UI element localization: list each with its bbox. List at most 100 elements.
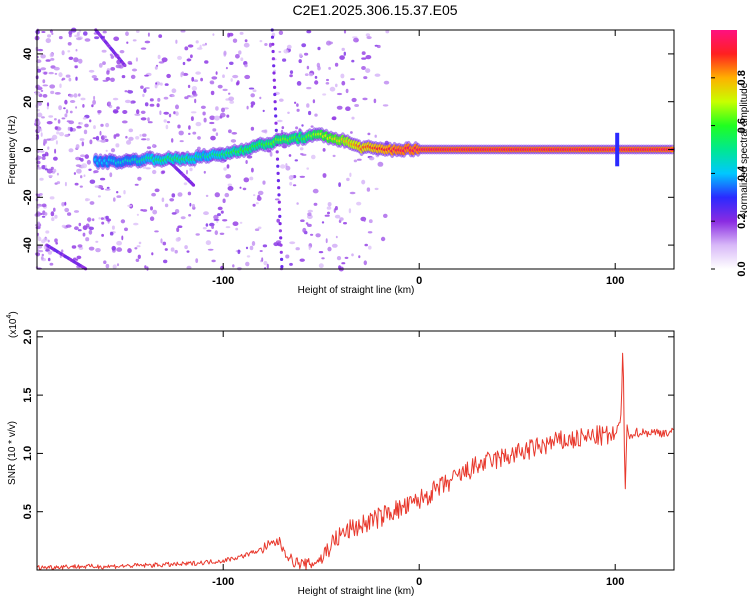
- noise-speck: [68, 33, 72, 38]
- noise-speck: [56, 131, 60, 135]
- noise-speck: [200, 105, 206, 110]
- noise-speck: [85, 237, 90, 242]
- noise-speck: [181, 71, 185, 76]
- noise-speck: [35, 120, 41, 126]
- noise-speck: [101, 49, 107, 53]
- noise-speck: [81, 141, 85, 147]
- noise-speck: [124, 99, 131, 104]
- noise-speck: [343, 222, 347, 225]
- noise-speck: [250, 93, 255, 98]
- noise-speck: [367, 132, 371, 136]
- noise-speck: [93, 170, 99, 174]
- noise-speck: [169, 198, 175, 202]
- noise-speck: [351, 97, 357, 103]
- noise-speck: [315, 233, 321, 238]
- noise-speck: [58, 72, 63, 78]
- noise-speck: [327, 202, 332, 207]
- colorbar-gradient: [711, 30, 737, 269]
- noise-speck: [249, 245, 254, 251]
- noise-speck: [225, 66, 228, 70]
- noise-speck: [239, 31, 244, 35]
- noise-speck: [177, 192, 183, 197]
- noise-speck: [140, 110, 146, 115]
- noise-speck: [228, 129, 232, 134]
- noise-speck: [110, 148, 116, 153]
- noise-speck: [49, 196, 55, 200]
- noise-speck: [61, 78, 64, 81]
- noise-speck: [151, 252, 154, 256]
- noise-speck: [325, 238, 328, 244]
- snr-scale-factor: (x104): [6, 311, 19, 338]
- noise-speck: [257, 190, 264, 196]
- noise-speck: [124, 227, 128, 232]
- noise-speck: [103, 135, 107, 139]
- noise-speck: [110, 77, 115, 83]
- noise-speck: [92, 99, 96, 105]
- noise-speck: [128, 62, 133, 65]
- noise-speck: [245, 261, 250, 267]
- noise-speck: [64, 99, 68, 105]
- noise-speck: [220, 210, 224, 214]
- snr-scale-prefix: (x10: [8, 318, 19, 338]
- svg-text:(x104): (x104): [6, 311, 19, 338]
- noise-speck: [92, 137, 97, 140]
- noise-speck: [46, 121, 53, 125]
- noise-speck: [67, 42, 72, 46]
- noise-speck: [257, 226, 262, 230]
- noise-speck: [322, 173, 327, 178]
- noise-speck: [211, 76, 218, 80]
- noise-speck: [223, 107, 229, 110]
- noise-speck: [237, 249, 241, 255]
- noise-speck: [67, 126, 71, 131]
- noise-speck: [183, 182, 188, 186]
- noise-speck: [92, 218, 95, 222]
- noise-speck: [77, 244, 83, 248]
- noise-speck: [356, 201, 362, 206]
- y-tick-label: -20: [22, 189, 34, 205]
- noise-speck: [150, 206, 153, 211]
- noise-speck: [151, 192, 157, 197]
- noise-speck: [190, 116, 194, 121]
- noise-speck: [113, 36, 120, 42]
- noise-speck: [105, 77, 111, 81]
- noise-speck: [306, 30, 312, 34]
- noise-speck: [53, 168, 57, 173]
- noise-speck: [184, 46, 189, 51]
- colorbar-tick-label: 0.4: [736, 165, 748, 181]
- noise-speck: [278, 98, 284, 102]
- noise-speck: [240, 57, 244, 61]
- noise-speck: [235, 54, 240, 59]
- noise-speck: [37, 221, 41, 225]
- noise-speck: [377, 161, 384, 167]
- noise-speck: [120, 219, 126, 224]
- noise-speck: [73, 210, 80, 213]
- noise-speck: [163, 259, 168, 264]
- noise-speck: [382, 104, 389, 107]
- noise-speck: [75, 164, 82, 168]
- noise-speck: [328, 66, 331, 70]
- noise-speck: [46, 105, 49, 110]
- noise-speck: [358, 255, 361, 259]
- noise-speck: [255, 202, 259, 205]
- noise-speck: [88, 229, 93, 235]
- noise-speck: [158, 34, 163, 38]
- noise-speck: [335, 83, 338, 88]
- noise-speck: [136, 245, 141, 248]
- noise-speck: [276, 218, 281, 223]
- noise-speck: [190, 111, 197, 114]
- streak-dot: [272, 78, 276, 82]
- noise-speck: [56, 181, 61, 185]
- noise-speck: [68, 77, 72, 82]
- noise-speck: [147, 32, 150, 37]
- noise-speck: [45, 38, 51, 44]
- noise-speck: [178, 130, 184, 136]
- noise-speck: [108, 101, 112, 106]
- streak-dot: [274, 128, 278, 132]
- noise-speck: [44, 168, 49, 171]
- noise-speck: [249, 176, 254, 181]
- noise-speck: [314, 75, 318, 79]
- noise-speck: [299, 258, 305, 262]
- noise-speck: [214, 192, 220, 198]
- noise-speck: [223, 50, 227, 56]
- noise-speck: [175, 104, 179, 110]
